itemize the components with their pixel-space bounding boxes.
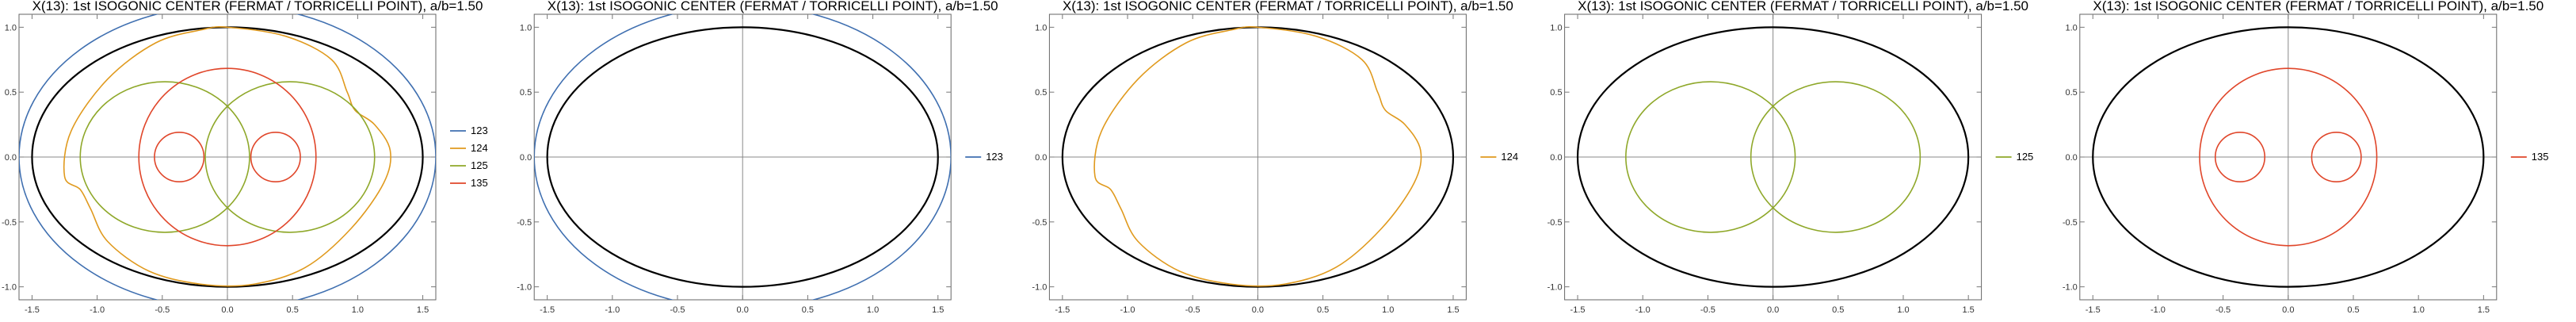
- x-tick-label: -1.0: [1635, 305, 1651, 315]
- legend-label-123: 123: [471, 125, 488, 136]
- series-125-lobe: [1750, 81, 1922, 233]
- x-tick-label: 1.0: [867, 305, 879, 315]
- y-tick-label: -0.5: [517, 218, 532, 228]
- chart-panel-1: X(13): 1st ISOGONIC CENTER (FERMAT / TOR…: [2, 0, 488, 315]
- y-tick-label: -0.5: [1548, 218, 1563, 228]
- y-tick-label: -0.5: [2, 218, 17, 228]
- y-tick-label: -1.0: [517, 283, 532, 293]
- chart-panel-2: X(13): 1st ISOGONIC CENTER (FERMAT / TOR…: [517, 0, 1003, 315]
- series-124-curve: [1093, 26, 1422, 287]
- legend-label-125: 125: [2017, 151, 2034, 163]
- x-tick-label: -1.5: [540, 305, 555, 315]
- chart-title: X(13): 1st ISOGONIC CENTER (FERMAT / TOR…: [1063, 0, 1513, 13]
- x-tick-label: 1.5: [1963, 305, 1975, 315]
- x-tick-label: -0.5: [2215, 305, 2231, 315]
- series-135-inner-loop: [154, 131, 205, 183]
- x-tick-label: 1.5: [2478, 305, 2490, 315]
- legend-label-123: 123: [986, 151, 1003, 163]
- chart-panel-4: X(13): 1st ISOGONIC CENTER (FERMAT / TOR…: [1548, 0, 2034, 315]
- y-tick-label: 0.5: [1550, 88, 1562, 98]
- legend-label-124: 124: [471, 142, 488, 154]
- legend-label-125: 125: [471, 159, 488, 171]
- chart-panel-5: X(13): 1st ISOGONIC CENTER (FERMAT / TOR…: [2063, 0, 2549, 315]
- x-tick-label: 1.0: [352, 305, 364, 315]
- reference-ellipse: [2092, 26, 2485, 288]
- legend-label-135: 135: [471, 177, 488, 189]
- y-tick-label: 1.0: [5, 23, 17, 33]
- x-tick-label: -1.5: [1570, 305, 1586, 315]
- y-tick-label: 0.5: [5, 88, 17, 98]
- y-tick-label: 0.0: [5, 153, 17, 163]
- y-tick-label: 1.0: [2066, 23, 2078, 33]
- x-tick-label: -1.5: [25, 305, 40, 315]
- x-tick-label: 1.0: [2413, 305, 2425, 315]
- x-tick-label: -1.0: [605, 305, 620, 315]
- chart-title: X(13): 1st ISOGONIC CENTER (FERMAT / TOR…: [2093, 0, 2544, 13]
- y-tick-label: 1.0: [520, 23, 532, 33]
- x-tick-label: -1.5: [2086, 305, 2101, 315]
- y-tick-label: -0.5: [2063, 218, 2078, 228]
- x-tick-label: -0.5: [670, 305, 685, 315]
- series-125-lobe: [79, 81, 250, 233]
- x-tick-label: -0.5: [155, 305, 170, 315]
- y-tick-label: 0.5: [1035, 88, 1047, 98]
- x-tick-label: 0.0: [1252, 305, 1264, 315]
- x-tick-label: 1.0: [1382, 305, 1394, 315]
- x-tick-label: 0.5: [287, 305, 299, 315]
- series-135-outer: [138, 67, 317, 247]
- x-tick-label: 0.0: [221, 305, 233, 315]
- x-tick-label: 1.5: [932, 305, 944, 315]
- x-tick-label: 0.5: [1832, 305, 1844, 315]
- curve-layer: [19, 14, 436, 300]
- reference-ellipse: [1576, 26, 1970, 288]
- y-tick-label: -1.0: [1032, 283, 1047, 293]
- legend-label-135: 135: [2532, 151, 2549, 163]
- y-tick-label: 0.0: [1550, 153, 1562, 163]
- y-tick-label: 1.0: [1035, 23, 1047, 33]
- y-tick-label: -0.5: [1032, 218, 1047, 228]
- curve-layer: [1576, 26, 1970, 288]
- chart-title: X(13): 1st ISOGONIC CENTER (FERMAT / TOR…: [1578, 0, 2028, 13]
- x-tick-label: 0.0: [2282, 305, 2294, 315]
- x-tick-label: -0.5: [1185, 305, 1200, 315]
- x-tick-label: 1.0: [1897, 305, 1909, 315]
- curve-layer: [2092, 26, 2485, 288]
- series-135-outer: [2199, 67, 2378, 247]
- y-tick-label: -1.0: [2, 283, 17, 293]
- x-tick-label: -1.0: [2150, 305, 2166, 315]
- y-tick-label: 1.0: [1550, 23, 1562, 33]
- series-125-lobe: [1625, 81, 1796, 233]
- chart-title: X(13): 1st ISOGONIC CENTER (FERMAT / TOR…: [32, 0, 483, 13]
- y-tick-label: -1.0: [2063, 283, 2078, 293]
- y-tick-label: 0.5: [2066, 88, 2078, 98]
- series-135-inner-loop: [2311, 131, 2362, 183]
- x-tick-label: 0.5: [2347, 305, 2359, 315]
- x-tick-label: 0.5: [1317, 305, 1329, 315]
- x-tick-label: -1.5: [1055, 305, 1070, 315]
- series-135-inner-loop: [250, 131, 301, 183]
- x-tick-label: 0.0: [737, 305, 749, 315]
- series-125-lobe: [204, 81, 376, 233]
- chart-title: X(13): 1st ISOGONIC CENTER (FERMAT / TOR…: [548, 0, 998, 13]
- curve-layer: [534, 14, 952, 300]
- series-124-curve: [63, 26, 391, 287]
- x-tick-label: 1.5: [417, 305, 429, 315]
- x-tick-label: -1.0: [1120, 305, 1135, 315]
- x-tick-label: 1.5: [1447, 305, 1459, 315]
- x-tick-label: -0.5: [1700, 305, 1715, 315]
- y-tick-label: 0.0: [520, 153, 532, 163]
- x-tick-label: -1.0: [90, 305, 105, 315]
- y-tick-label: 0.0: [1035, 153, 1047, 163]
- curve-layer: [1061, 26, 1455, 288]
- legend-label-124: 124: [1501, 151, 1518, 163]
- x-tick-label: 0.0: [1767, 305, 1779, 315]
- y-tick-label: 0.5: [520, 88, 532, 98]
- y-tick-label: 0.0: [2066, 153, 2078, 163]
- reference-ellipse: [546, 26, 939, 288]
- y-tick-label: -1.0: [1548, 283, 1563, 293]
- chart-panel-3: X(13): 1st ISOGONIC CENTER (FERMAT / TOR…: [1032, 0, 1518, 315]
- x-tick-label: 0.5: [802, 305, 814, 315]
- series-135-inner-loop: [2214, 131, 2266, 183]
